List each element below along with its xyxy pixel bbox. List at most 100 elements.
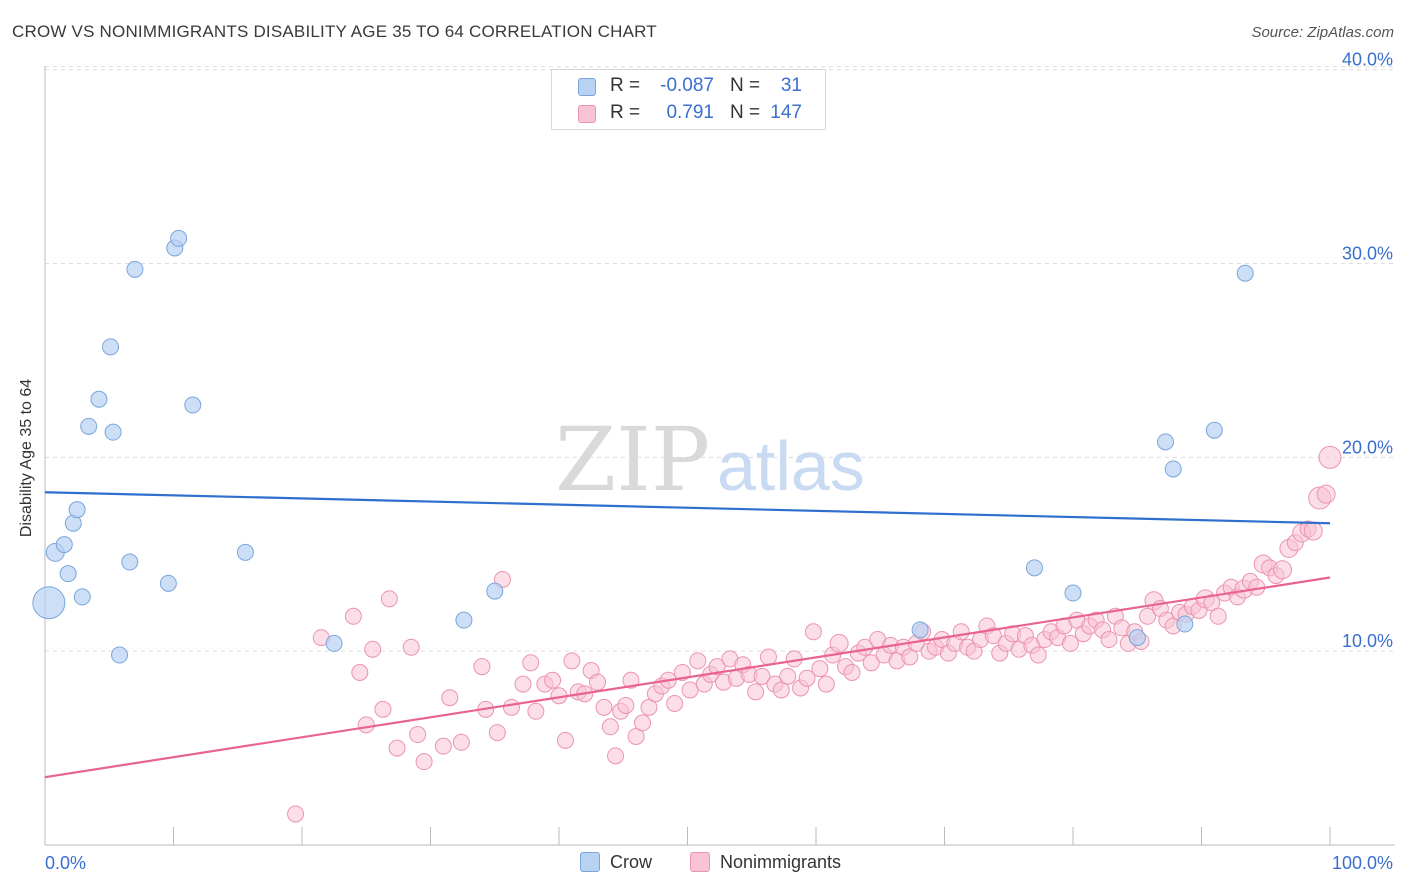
nonimmigrants-point-12 xyxy=(434,737,452,755)
crow-point-16 xyxy=(170,229,188,247)
nonimmigrants-point-4 xyxy=(357,716,375,734)
nonimmigrants-point-66 xyxy=(811,660,829,678)
nonimmigrants-point-33 xyxy=(601,718,619,736)
axes xyxy=(44,66,1395,846)
nonimmigrants-point-56 xyxy=(747,683,765,701)
n-value: 147 xyxy=(770,102,802,123)
nonimmigrants-point-11 xyxy=(415,753,433,771)
crow-point-14 xyxy=(159,574,177,592)
crow-point-5 xyxy=(68,501,86,519)
nonimmigrants-point-24 xyxy=(544,671,562,689)
nonimmigrants-point-39 xyxy=(634,714,652,732)
nonimmigrants-point-37 xyxy=(622,671,640,689)
crow-point-8 xyxy=(90,390,108,408)
nonimmigrants-point-50 xyxy=(708,658,726,676)
crow-point-30 xyxy=(1236,264,1254,282)
n-label: N = xyxy=(730,102,761,123)
nonimmigrants-point-93 xyxy=(984,627,1002,645)
y-tick-label-0: 10.0% xyxy=(1342,631,1393,651)
nonimmigrants-point-14 xyxy=(452,733,470,751)
crow-point-12 xyxy=(121,553,139,571)
crow-point-22 xyxy=(911,621,929,639)
nonimmigrants-point-38 xyxy=(627,727,645,745)
nonimmigrants-point-47 xyxy=(689,652,707,670)
n-value: 31 xyxy=(780,75,802,96)
nonimmigrants-point-143 xyxy=(1303,521,1323,541)
nonimmigrants-point-64 xyxy=(798,669,816,687)
nonimmigrants-point-145 xyxy=(1316,484,1336,504)
watermark: ZIP atlas xyxy=(555,408,865,511)
nonimmigrants-point-138 xyxy=(1272,560,1292,580)
chart-title: CROW VS NONIMMIGRANTS DISABILITY AGE 35 … xyxy=(12,22,657,41)
nonimmigrants-point-31 xyxy=(589,673,607,691)
crow-point-13 xyxy=(126,260,144,278)
watermark-atlas: atlas xyxy=(717,427,865,505)
nonimmigrants-point-20 xyxy=(514,675,532,693)
nonimmigrants-point-34 xyxy=(607,747,625,765)
correlation-legend: R = -0.087 N = 31 R = 0.791 N = 147 xyxy=(551,69,826,130)
crow-point-20 xyxy=(455,611,473,629)
x-tick-label-0: 0.0% xyxy=(45,853,86,873)
nonimmigrants-point-27 xyxy=(563,652,581,670)
nonimmigrants-point-40 xyxy=(640,698,658,716)
crow-point-9 xyxy=(102,338,120,356)
nonimmigrants-point-9 xyxy=(402,638,420,656)
nonimmigrants-point-6 xyxy=(374,700,392,718)
crow-point-25 xyxy=(1128,629,1146,647)
legend-row-crow: R = -0.087 N = 31 xyxy=(552,75,825,99)
nonimmigrants-point-22 xyxy=(527,702,545,720)
source-label: Source: ZipAtlas.com xyxy=(1251,24,1394,41)
nonimmigrants-point-5 xyxy=(364,640,382,658)
nonimmigrants-point-19 xyxy=(502,698,520,716)
nonimmigrants-point-21 xyxy=(522,654,540,672)
nonimmigrants-point-26 xyxy=(556,731,574,749)
crow-point-11 xyxy=(111,646,129,664)
nonimmigrants-point-127 xyxy=(1203,594,1221,612)
x-tick-label-1: 100.0% xyxy=(1332,853,1393,873)
watermark-zip: ZIP xyxy=(555,408,710,511)
nonimmigrants-point-74 xyxy=(862,654,880,672)
crow-point-29 xyxy=(1205,421,1223,439)
crow-point-21 xyxy=(486,582,504,600)
nonimmigrants-point-71 xyxy=(843,663,861,681)
nonimmigrants-point-88 xyxy=(952,623,970,641)
crow-points xyxy=(32,229,1254,664)
nonimmigrants-point-58 xyxy=(759,648,777,666)
nonimmigrants-point-44 xyxy=(666,695,684,713)
nonimmigrants-point-69 xyxy=(829,633,849,653)
crow-point-27 xyxy=(1157,433,1175,451)
r-label: R = xyxy=(610,102,641,123)
nonimmigrants-point-60 xyxy=(772,681,790,699)
nonimmigrants-swatch xyxy=(578,105,596,123)
r-value: 0.791 xyxy=(666,102,714,123)
crow-point-26 xyxy=(1164,460,1182,478)
crow-point-2 xyxy=(55,536,73,554)
nonimmigrants-point-117 xyxy=(1139,607,1157,625)
nonimmigrants-trend-line xyxy=(44,576,1331,779)
trend-lines xyxy=(44,491,1331,779)
grid-lines xyxy=(45,66,1395,652)
nonimmigrants-point-105 xyxy=(1061,634,1079,652)
crow-trend-line xyxy=(44,491,1331,525)
nonimmigrants-swatch xyxy=(690,852,710,872)
crow-point-23 xyxy=(1025,559,1043,577)
y-tick-label-1: 20.0% xyxy=(1342,437,1393,457)
nonimmigrants-point-146 xyxy=(1318,445,1342,469)
nonimmigrants-point-2 xyxy=(344,607,362,625)
r-label: R = xyxy=(610,75,641,96)
nonimmigrants-point-0 xyxy=(287,805,305,823)
crow-point-10 xyxy=(104,423,122,441)
crow-point-19 xyxy=(325,634,343,652)
legend-label-nonimmigrants: Nonimmigrants xyxy=(720,852,842,872)
crow-point-18 xyxy=(236,543,254,561)
legend-item-nonimmigrants: Nonimmigrants xyxy=(690,852,841,873)
crow-swatch xyxy=(580,852,600,872)
nonimmigrants-point-57 xyxy=(753,667,771,685)
crow-point-0 xyxy=(32,586,66,620)
nonimmigrants-point-67 xyxy=(817,675,835,693)
legend-row-nonimmigrants: R = 0.791 N = 147 xyxy=(552,102,825,126)
nonimmigrants-point-100 xyxy=(1029,646,1047,664)
crow-point-7 xyxy=(80,417,98,435)
nonimmigrants-point-15 xyxy=(473,658,491,676)
